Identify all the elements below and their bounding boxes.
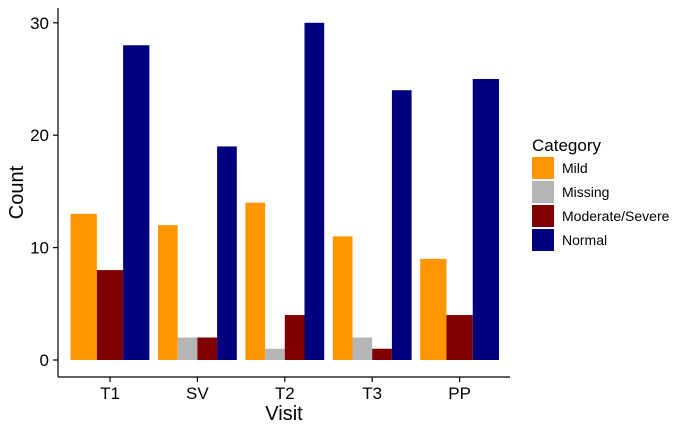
bar-sv-missing <box>177 337 198 360</box>
legend-key-mild <box>532 157 554 179</box>
x-axis-title: Visit <box>265 403 303 425</box>
bar-t3-missing <box>352 337 373 360</box>
x-tick-label: SV <box>186 384 209 403</box>
x-ticks: T1 SV T2 T3 PP <box>100 377 471 403</box>
bar-pp-mild <box>420 258 447 360</box>
legend-key-normal <box>532 229 554 251</box>
legend-label: Moderate/Severe <box>562 208 670 224</box>
bar-t3-mild <box>332 236 353 360</box>
bar-t2-missing <box>265 348 285 360</box>
bar-t1-moderate-severe <box>96 270 124 360</box>
y-tick-label: 10 <box>30 239 49 258</box>
legend-key-missing <box>532 181 554 203</box>
bar-sv-mild <box>158 225 178 360</box>
bar-sv-normal <box>217 146 237 360</box>
bar-t2-moderate-severe <box>284 315 305 360</box>
bar-pp-normal <box>472 79 499 360</box>
legend-title: Category <box>532 136 601 155</box>
legend-label: Normal <box>562 232 607 248</box>
bar-pp-moderate-severe <box>446 315 473 360</box>
bar-sv-moderate-severe <box>197 337 218 360</box>
y-tick-label: 30 <box>30 14 49 33</box>
legend-key-moderate-severe <box>532 205 554 227</box>
bar-t2-normal <box>304 22 325 361</box>
bar-t1-mild <box>70 213 97 360</box>
y-ticks: 0 10 20 30 <box>30 14 58 370</box>
legend-label: Mild <box>562 160 588 176</box>
bar-t3-normal <box>391 90 412 361</box>
x-tick-label: T3 <box>362 384 382 403</box>
bar-t3-moderate-severe <box>372 348 392 360</box>
bar-t1-normal <box>123 45 150 360</box>
bar-t2-mild <box>245 202 266 360</box>
y-tick-label: 20 <box>30 126 49 145</box>
legend: Category Mild Missing Moderate/Severe Norma… <box>532 136 670 251</box>
x-tick-label: T1 <box>100 384 120 403</box>
y-axis-title: Count <box>6 165 28 219</box>
legend-label: Missing <box>562 184 609 200</box>
bars-group <box>70 22 499 361</box>
y-tick-label: 0 <box>40 351 49 370</box>
x-tick-label: T2 <box>275 384 295 403</box>
x-tick-label: PP <box>448 384 471 403</box>
